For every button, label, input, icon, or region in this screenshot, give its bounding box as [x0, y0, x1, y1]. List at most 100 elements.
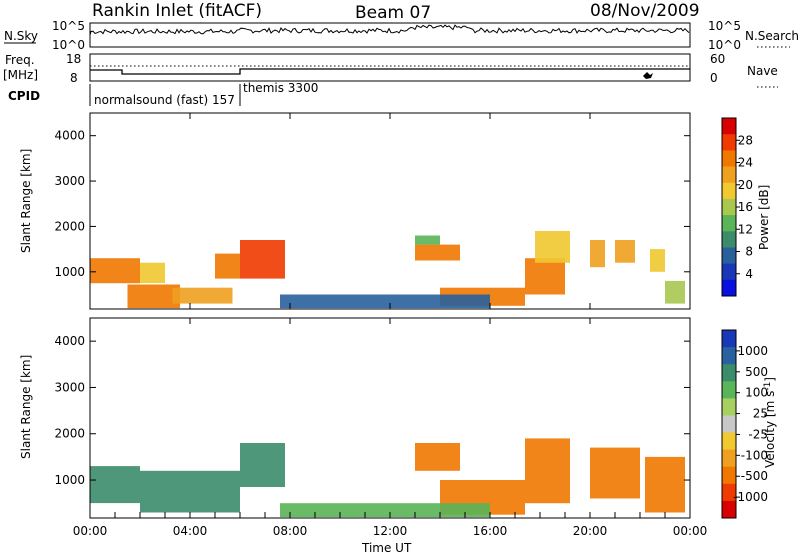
- scatter-region-12: [590, 240, 605, 268]
- xtick-label-4: 12:00: [373, 524, 408, 538]
- freq-left-tick-top: 18: [66, 52, 81, 66]
- colorbar-segment-4: [722, 166, 736, 184]
- colorbar-segment-6: [722, 415, 736, 434]
- scatter-region-7: [590, 447, 640, 499]
- scatter-region-10: [525, 258, 565, 295]
- colorbar-segment-3: [722, 364, 736, 382]
- scatter-region-5: [215, 253, 240, 279]
- ytick-label-4: 4000: [54, 129, 85, 143]
- colorbar-tick-label-3: 100: [745, 386, 768, 400]
- scatter-region-1: [90, 466, 140, 504]
- scatter-region-11: [535, 231, 570, 263]
- colorbar-tick-label-7: -500: [741, 469, 768, 483]
- colorbar-tick-label-6: 8: [745, 245, 753, 259]
- colorbar-segment-11: [722, 279, 736, 297]
- freq-right-tick-bottom: 0: [710, 71, 718, 85]
- scatter-region-13: [615, 240, 635, 263]
- colorbar-segment-1: [722, 330, 736, 348]
- scatter-region-1: [90, 258, 140, 284]
- power-colorbar-label: Power [dB]: [757, 185, 771, 250]
- cpid-mode-2: themis 3300: [243, 81, 318, 95]
- noise-sky-trace: [89, 24, 690, 36]
- colorbar-frame: [721, 329, 737, 519]
- cpid-mode-1: normalsound (fast) 157: [94, 93, 235, 107]
- velocity-colorbar-label: Velocity [m s-1]: [763, 377, 777, 468]
- colorbar-segment-2: [722, 134, 736, 151]
- power-panel: [90, 231, 685, 309]
- noise-left-label: N.Sky: [4, 29, 38, 43]
- colorbar-segment-9: [722, 466, 736, 485]
- colorbar-segment-4: [722, 381, 736, 399]
- time-axis-ticks: 00:00 04:00 08:00 12:00 16:00 20:00 00:00: [73, 113, 708, 538]
- colorbar-segment-9: [722, 247, 736, 265]
- ytick-label-2: 2000: [54, 427, 85, 441]
- scatter-region-6: [240, 240, 285, 279]
- colorbar-tick-label-3: 20: [738, 178, 753, 192]
- noise-left-tick-top: 10^5: [52, 19, 85, 33]
- colorbar-tick-label-5: -25: [748, 427, 768, 441]
- colorbar-segment-1: [722, 118, 736, 135]
- noise-right-tick-top: 10^5: [708, 19, 741, 33]
- colorbar-segment-11: [722, 500, 736, 519]
- colorbar-tick-label-7: 4: [745, 267, 753, 281]
- scatter-region-16: [280, 294, 490, 309]
- colorbar-segment-3: [722, 150, 736, 168]
- freq-right-tick-top: 60: [710, 52, 725, 66]
- ytick-label-4: 4000: [54, 334, 85, 348]
- colorbar-tick-label-1: 28: [738, 133, 753, 147]
- scatter-region-14: [650, 249, 665, 272]
- cpid-label: CPID: [8, 89, 40, 103]
- ytick-label-1: 1000: [54, 265, 85, 279]
- freq-left-unit: [MHz]: [3, 68, 38, 82]
- xtick-label-3: 08:00: [273, 524, 308, 538]
- ytick-label-3: 3000: [54, 174, 85, 188]
- colorbar-segment-8: [722, 449, 736, 468]
- colorbar-segment-5: [722, 182, 736, 200]
- freq-panel-frame: [89, 53, 691, 82]
- scatter-region-8: [645, 456, 685, 513]
- ytick-label-1: 1000: [54, 473, 85, 487]
- scatter-region-3: [140, 262, 165, 284]
- xtick-label-7: 00:00: [673, 524, 708, 538]
- noise-right-tick-bottom: 10^0: [708, 38, 741, 52]
- colorbar-segment-10: [722, 263, 736, 281]
- colorbar-tick-label-6: -100: [741, 448, 768, 462]
- freq-left-tick-bottom: 8: [70, 71, 78, 85]
- scatter-region-2: [127, 284, 180, 309]
- power-colorbar: 28 24 20 16 12 8 4: [721, 117, 753, 297]
- colorbar-segment-8: [722, 231, 736, 248]
- colorbar-tick-label-1: 1000: [737, 344, 768, 358]
- colorbar-tick-label-8: -1000: [733, 490, 768, 504]
- power-ylabel: Slant Range [km]: [19, 149, 33, 253]
- scatter-region-3: [240, 443, 285, 487]
- colorbar-tick-label-4: 25: [753, 407, 768, 421]
- freq-right-label: Nave: [747, 64, 778, 78]
- colorbar-segment-5: [722, 398, 736, 416]
- time-axis-label: Time UT: [361, 541, 412, 554]
- ytick-label-3: 3000: [54, 380, 85, 394]
- beam-title: Beam 07: [355, 3, 431, 23]
- colorbar-segment-2: [722, 347, 736, 365]
- noise-right-label: N.Search: [745, 29, 799, 43]
- colorbar-tick-label-2: 24: [738, 156, 753, 170]
- freq-trace: [90, 68, 690, 75]
- scatter-region-2: [140, 470, 240, 513]
- velocity-panel: [90, 438, 685, 518]
- scatter-region-7: [415, 244, 460, 261]
- xtick-label-5: 16:00: [473, 524, 508, 538]
- colorbar-tick-label-5: 12: [738, 222, 753, 236]
- ytick-label-2: 2000: [54, 219, 85, 233]
- scatter-region-4: [415, 443, 460, 471]
- station-title: Rankin Inlet (fitACF): [92, 1, 262, 21]
- xtick-label-6: 20:00: [573, 524, 608, 538]
- colorbar-segment-7: [722, 432, 736, 451]
- scatter-region-9: [280, 503, 490, 518]
- scatter-region-6: [525, 438, 570, 504]
- colorbar-segment-6: [722, 198, 736, 216]
- xtick-label-2: 04:00: [173, 524, 208, 538]
- freq-left-label: Freq.: [5, 53, 35, 67]
- nave-spike: [643, 72, 653, 79]
- colorbar-segment-10: [722, 483, 736, 502]
- colorbar-tick-label-4: 16: [738, 200, 753, 214]
